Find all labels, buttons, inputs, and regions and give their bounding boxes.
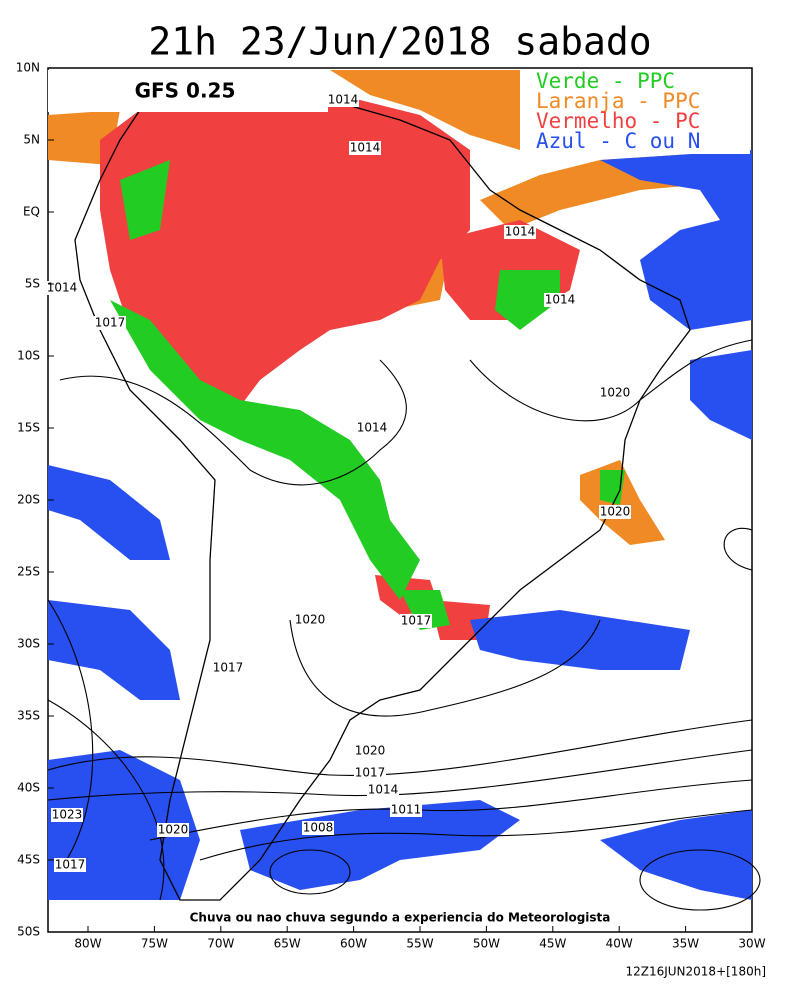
legend-entry: Laranja - PPC: [536, 89, 700, 113]
lat-tick-label: 20S: [17, 493, 40, 507]
lat-tick-label: 45S: [17, 853, 40, 867]
isobar-label: 1017: [401, 614, 432, 628]
lon-tick-label: 70W: [207, 937, 234, 951]
isobar-label: 1014: [505, 225, 536, 239]
legend-entry: Vermelho - PC: [536, 109, 700, 133]
lon-tick-label: 35W: [672, 937, 699, 951]
isobar-label: 1014: [350, 141, 381, 155]
run-stamp: 12Z16JUN2018+[180h]: [625, 965, 766, 979]
gfs-box: GFS 0.25: [48, 70, 328, 112]
longitude-ticks: 80W 75W 70W 65W 60W 55W 50W 45W 40W 35W 30W: [74, 926, 766, 951]
isobar-label: 1020: [600, 386, 631, 400]
lon-tick-label: 45W: [539, 937, 566, 951]
green-areas: [110, 160, 625, 630]
isobar-label-bg: [94, 316, 126, 330]
isobar-label-bg: [354, 766, 386, 780]
lon-tick-label: 50W: [473, 937, 500, 951]
legend-entry: Azul - C ou N: [536, 129, 700, 153]
isobar-label: 1023: [52, 808, 83, 822]
isobar-label: 1014: [328, 93, 359, 107]
legend-background: [522, 70, 750, 154]
isobar-label-bg: [367, 783, 399, 797]
lat-tick-label: 5N: [23, 133, 40, 147]
isobar-label-bg: [51, 808, 83, 822]
isobar-label-bg: [349, 141, 381, 155]
lat-tick-label: 35S: [17, 709, 40, 723]
gfs-background: [48, 70, 328, 112]
lon-tick-label: 40W: [606, 937, 633, 951]
map-area: [47, 67, 761, 933]
isobar-label-bg: [354, 744, 386, 758]
lon-tick-label: 75W: [141, 937, 168, 951]
lon-tick-label: 55W: [406, 937, 433, 951]
lat-tick-label: 10N: [16, 61, 40, 75]
isobar-label-bg: [302, 821, 334, 835]
lat-tick-label: EQ: [23, 205, 40, 219]
legend-entry: Verde - PPC: [536, 69, 675, 93]
isobar-label-bg: [157, 823, 189, 837]
isobar-label-bg: [327, 93, 359, 107]
isobar-label: 1017: [55, 858, 86, 872]
isobar-label-bg: [599, 505, 631, 519]
isobar-label: 1011: [391, 803, 422, 817]
lon-tick-label: 30W: [738, 937, 765, 951]
isobar-label: 1020: [355, 744, 386, 758]
isobar-label: 1014: [545, 293, 576, 307]
isobar-label-bg: [544, 293, 576, 307]
lat-tick-label: 25S: [17, 565, 40, 579]
isobar-label-bg: [294, 613, 326, 627]
isobar-label-bg: [356, 421, 388, 435]
lat-tick-label: 30S: [17, 637, 40, 651]
isobar-label: 1017: [355, 766, 386, 780]
isobar-label: 1014: [47, 281, 78, 295]
lat-tick-label: 10S: [17, 349, 40, 363]
lon-tick-label: 65W: [274, 937, 301, 951]
gfs-label: GFS 0.25: [135, 79, 236, 103]
lat-tick-label: 5S: [25, 277, 40, 291]
lon-tick-label: 60W: [340, 937, 367, 951]
isobar-label-bg: [599, 386, 631, 400]
isobar-label-bg: [390, 803, 422, 817]
footnote: Chuva ou nao chuva segundo a experiencia…: [190, 911, 611, 925]
isobar-label: 1008: [303, 821, 334, 835]
coastline: [74, 89, 691, 901]
isobar-label-bg: [54, 858, 86, 872]
isobar-label: 1020: [600, 505, 631, 519]
lat-tick-label: 50S: [17, 925, 40, 939]
isobar-label-bg: [212, 661, 244, 675]
isobar-label: 1014: [368, 783, 399, 797]
latitude-ticks: 10N 5N EQ 5S 10S 15S 20S 25S 30S 35S 40S 45S 50S: [16, 61, 54, 939]
isobar-label-bg: [400, 614, 432, 628]
isobar-label: 1020: [158, 823, 189, 837]
isobar-label: 1017: [95, 316, 126, 330]
isobar-label-bg: [504, 225, 536, 239]
isobar-labels: 1014 1014 1014 1014 1014 1017 1020 1014 1020 1020…: [46, 93, 631, 872]
isobar-label: 1017: [213, 661, 244, 675]
lat-tick-label: 15S: [17, 421, 40, 435]
lat-tick-label: 40S: [17, 781, 40, 795]
title: 21h 23/Jun/2018 sabado: [148, 20, 651, 64]
lon-tick-label: 80W: [74, 937, 101, 951]
isobar-label: 1020: [295, 613, 326, 627]
isobar-label: 1014: [357, 421, 388, 435]
